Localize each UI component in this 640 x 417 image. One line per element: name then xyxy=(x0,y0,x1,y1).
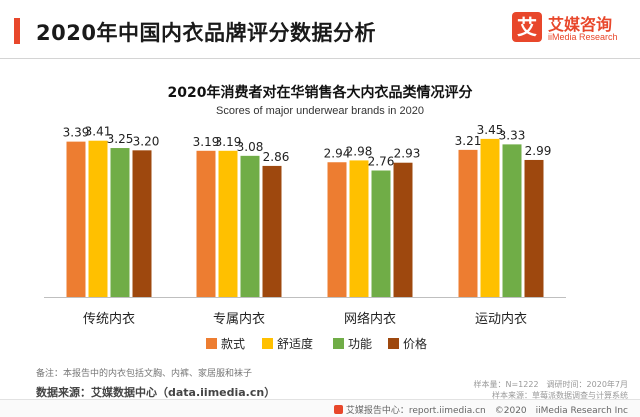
category-label-4: 运动内衣 xyxy=(475,311,527,327)
logo-chinese-name: 艾媒咨询 xyxy=(548,15,613,34)
footer-bar: 艾媒报告中心：report.iimedia.cn ©2020 iiMedia R… xyxy=(0,399,640,417)
footer-credit-text: 艾媒报告中心：report.iimedia.cn ©2020 iiMedia R… xyxy=(345,406,628,416)
footer-credit: 艾媒报告中心：report.iimedia.cn ©2020 iiMedia R… xyxy=(333,403,628,416)
data-label-2-4: 2.86 xyxy=(263,150,290,164)
legend-label-3: 功能 xyxy=(348,337,372,351)
sample-size-text: 样本量：N=1222 调研时间：2020年7月 xyxy=(473,380,629,389)
data-label-3-3: 2.76 xyxy=(368,155,395,169)
chart-subtitle: Scores of major underwear brands in 2020 xyxy=(216,105,424,117)
data-label-3-2: 2.98 xyxy=(346,144,373,158)
bar-2-4 xyxy=(262,165,282,297)
legend-label-2: 舒适度 xyxy=(277,336,313,351)
bar-4-3 xyxy=(502,144,522,297)
category-label-2: 专属内衣 xyxy=(213,311,265,327)
data-label-4-4: 2.99 xyxy=(525,144,552,158)
legend-swatch-2 xyxy=(262,338,273,349)
chart-title: 2020年消费者对在华销售各大内衣品类情况评分 xyxy=(167,85,473,101)
data-label-4-2: 3.45 xyxy=(477,123,504,137)
data-label-1-3: 3.25 xyxy=(107,132,134,146)
data-label-2-1: 3.19 xyxy=(193,135,220,149)
data-label-3-4: 2.93 xyxy=(394,147,421,161)
data-label-4-1: 3.21 xyxy=(455,134,482,148)
bar-2-2 xyxy=(218,150,238,297)
bar-2-3 xyxy=(240,155,260,297)
sample-source-text: 样本来源：草莓派数据调查与计算系统 xyxy=(492,391,628,400)
bar-4-1 xyxy=(458,149,478,297)
bar-3-1 xyxy=(327,162,347,297)
legend-swatch-1 xyxy=(206,338,217,349)
bar-3-2 xyxy=(349,160,369,297)
bar-1-3 xyxy=(110,148,130,297)
iimedia-logo: 艾 艾媒咨询 iiMedia Research xyxy=(512,10,628,46)
bar-4-2 xyxy=(480,138,500,297)
legend-swatch-3 xyxy=(333,338,344,349)
data-label-2-2: 3.19 xyxy=(215,135,242,149)
data-label-3-1: 2.94 xyxy=(324,146,351,160)
header-divider xyxy=(0,58,640,59)
data-label-2-3: 3.08 xyxy=(237,140,264,154)
category-label-3: 网络内衣 xyxy=(344,311,396,327)
bar-3-3 xyxy=(371,170,391,297)
bar-1-1 xyxy=(66,141,86,297)
page-title: 2020年中国内衣品牌评分数据分析 xyxy=(36,21,376,45)
report-center-icon xyxy=(333,405,343,414)
survey-meta: 样本量：N=1222 调研时间：2020年7月 样本来源：草莓派数据调查与计算系… xyxy=(474,379,629,401)
title-bar: 2020年中国内衣品牌评分数据分析 xyxy=(14,10,484,54)
bar-4-4 xyxy=(524,159,544,297)
logo-mark-icon: 艾 xyxy=(512,12,542,42)
bar-1-2 xyxy=(88,140,108,297)
legend-label-1: 款式 xyxy=(221,337,245,351)
data-label-1-1: 3.39 xyxy=(63,126,90,140)
bar-3-4 xyxy=(393,162,413,297)
title-accent-bar xyxy=(14,18,20,44)
data-label-1-4: 3.20 xyxy=(133,134,160,148)
data-source: 数据来源：艾媒数据中心（data.iimedia.cn） xyxy=(36,386,276,399)
footnote-remark: 备注：本报告中的内衣包括文胸、内裤、家居服和袜子 xyxy=(36,369,253,379)
data-label-4-3: 3.33 xyxy=(499,128,526,142)
logo-english-name: iiMedia Research xyxy=(548,32,618,42)
legend-swatch-4 xyxy=(388,338,399,349)
legend-label-4: 价格 xyxy=(403,336,427,351)
data-label-1-2: 3.41 xyxy=(85,125,112,139)
category-label-1: 传统内衣 xyxy=(83,311,135,327)
bar-1-4 xyxy=(132,150,152,297)
bar-2-1 xyxy=(196,150,216,297)
